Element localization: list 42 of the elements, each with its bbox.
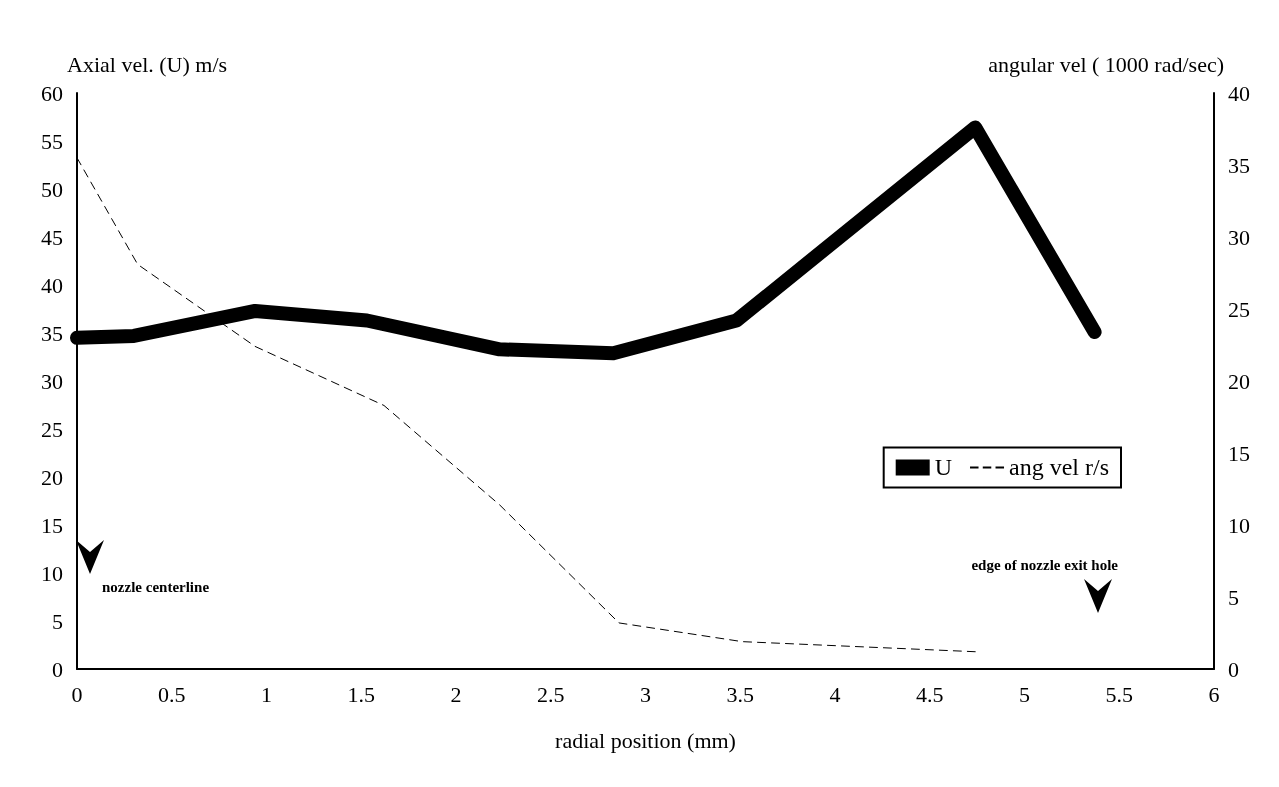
x-tick-label: 3.5	[726, 681, 754, 707]
x-axis-title: radial position (mm)	[555, 727, 736, 753]
y-tick-label: 20	[41, 464, 63, 490]
x-tick-label: 1	[261, 681, 272, 707]
x-tick-label: 5	[1019, 681, 1030, 707]
y-tick-label: 5	[52, 608, 63, 634]
y-tick-label: 0	[52, 656, 63, 682]
annotation: edge of nozzle exit hole	[971, 556, 1119, 573]
annotation: nozzle centerline	[102, 578, 210, 595]
y2-tick-label: 30	[1228, 224, 1250, 250]
y-tick-label: 45	[41, 224, 63, 250]
y2-tick-label: 35	[1228, 152, 1250, 178]
x-tick-label: 0.5	[158, 681, 186, 707]
y2-tick-label: 15	[1228, 440, 1250, 466]
y-tick-label: 30	[41, 368, 63, 394]
y2-tick-label: 20	[1228, 368, 1250, 394]
x-tick-label: 2	[450, 681, 462, 707]
x-tick-label: 2.5	[537, 681, 565, 707]
y-tick-label: 15	[41, 512, 63, 538]
x-tick-label: 5.5	[1105, 681, 1133, 707]
y-tick-label: 10	[41, 560, 63, 586]
y2-tick-label: 25	[1228, 296, 1250, 322]
x-tick-label: 0	[71, 681, 83, 707]
y-tick-label: 40	[41, 272, 63, 298]
y2-tick-label: 0	[1228, 656, 1239, 682]
y2-axis-title: angular vel ( 1000 rad/sec)	[988, 51, 1224, 77]
legend-label: U	[934, 454, 953, 481]
x-tick-label: 6	[1208, 681, 1220, 707]
y-tick-label: 55	[41, 128, 63, 154]
x-tick-label: 4.5	[916, 681, 944, 707]
x-tick-label: 3	[640, 681, 651, 707]
y2-tick-label: 10	[1228, 512, 1250, 538]
y-tick-label: 35	[41, 320, 63, 346]
y-tick-label: 25	[41, 416, 63, 442]
y2-tick-label: 40	[1228, 80, 1250, 106]
y-tick-label: 60	[41, 80, 63, 106]
legend-label: ang vel r/s	[1009, 454, 1110, 481]
y-tick-label: 50	[41, 176, 63, 202]
y-axis-title: Axial vel. (U) m/s	[67, 51, 228, 77]
x-tick-label: 4	[829, 681, 841, 707]
y2-tick-label: 5	[1228, 584, 1239, 610]
x-tick-label: 1.5	[347, 681, 375, 707]
